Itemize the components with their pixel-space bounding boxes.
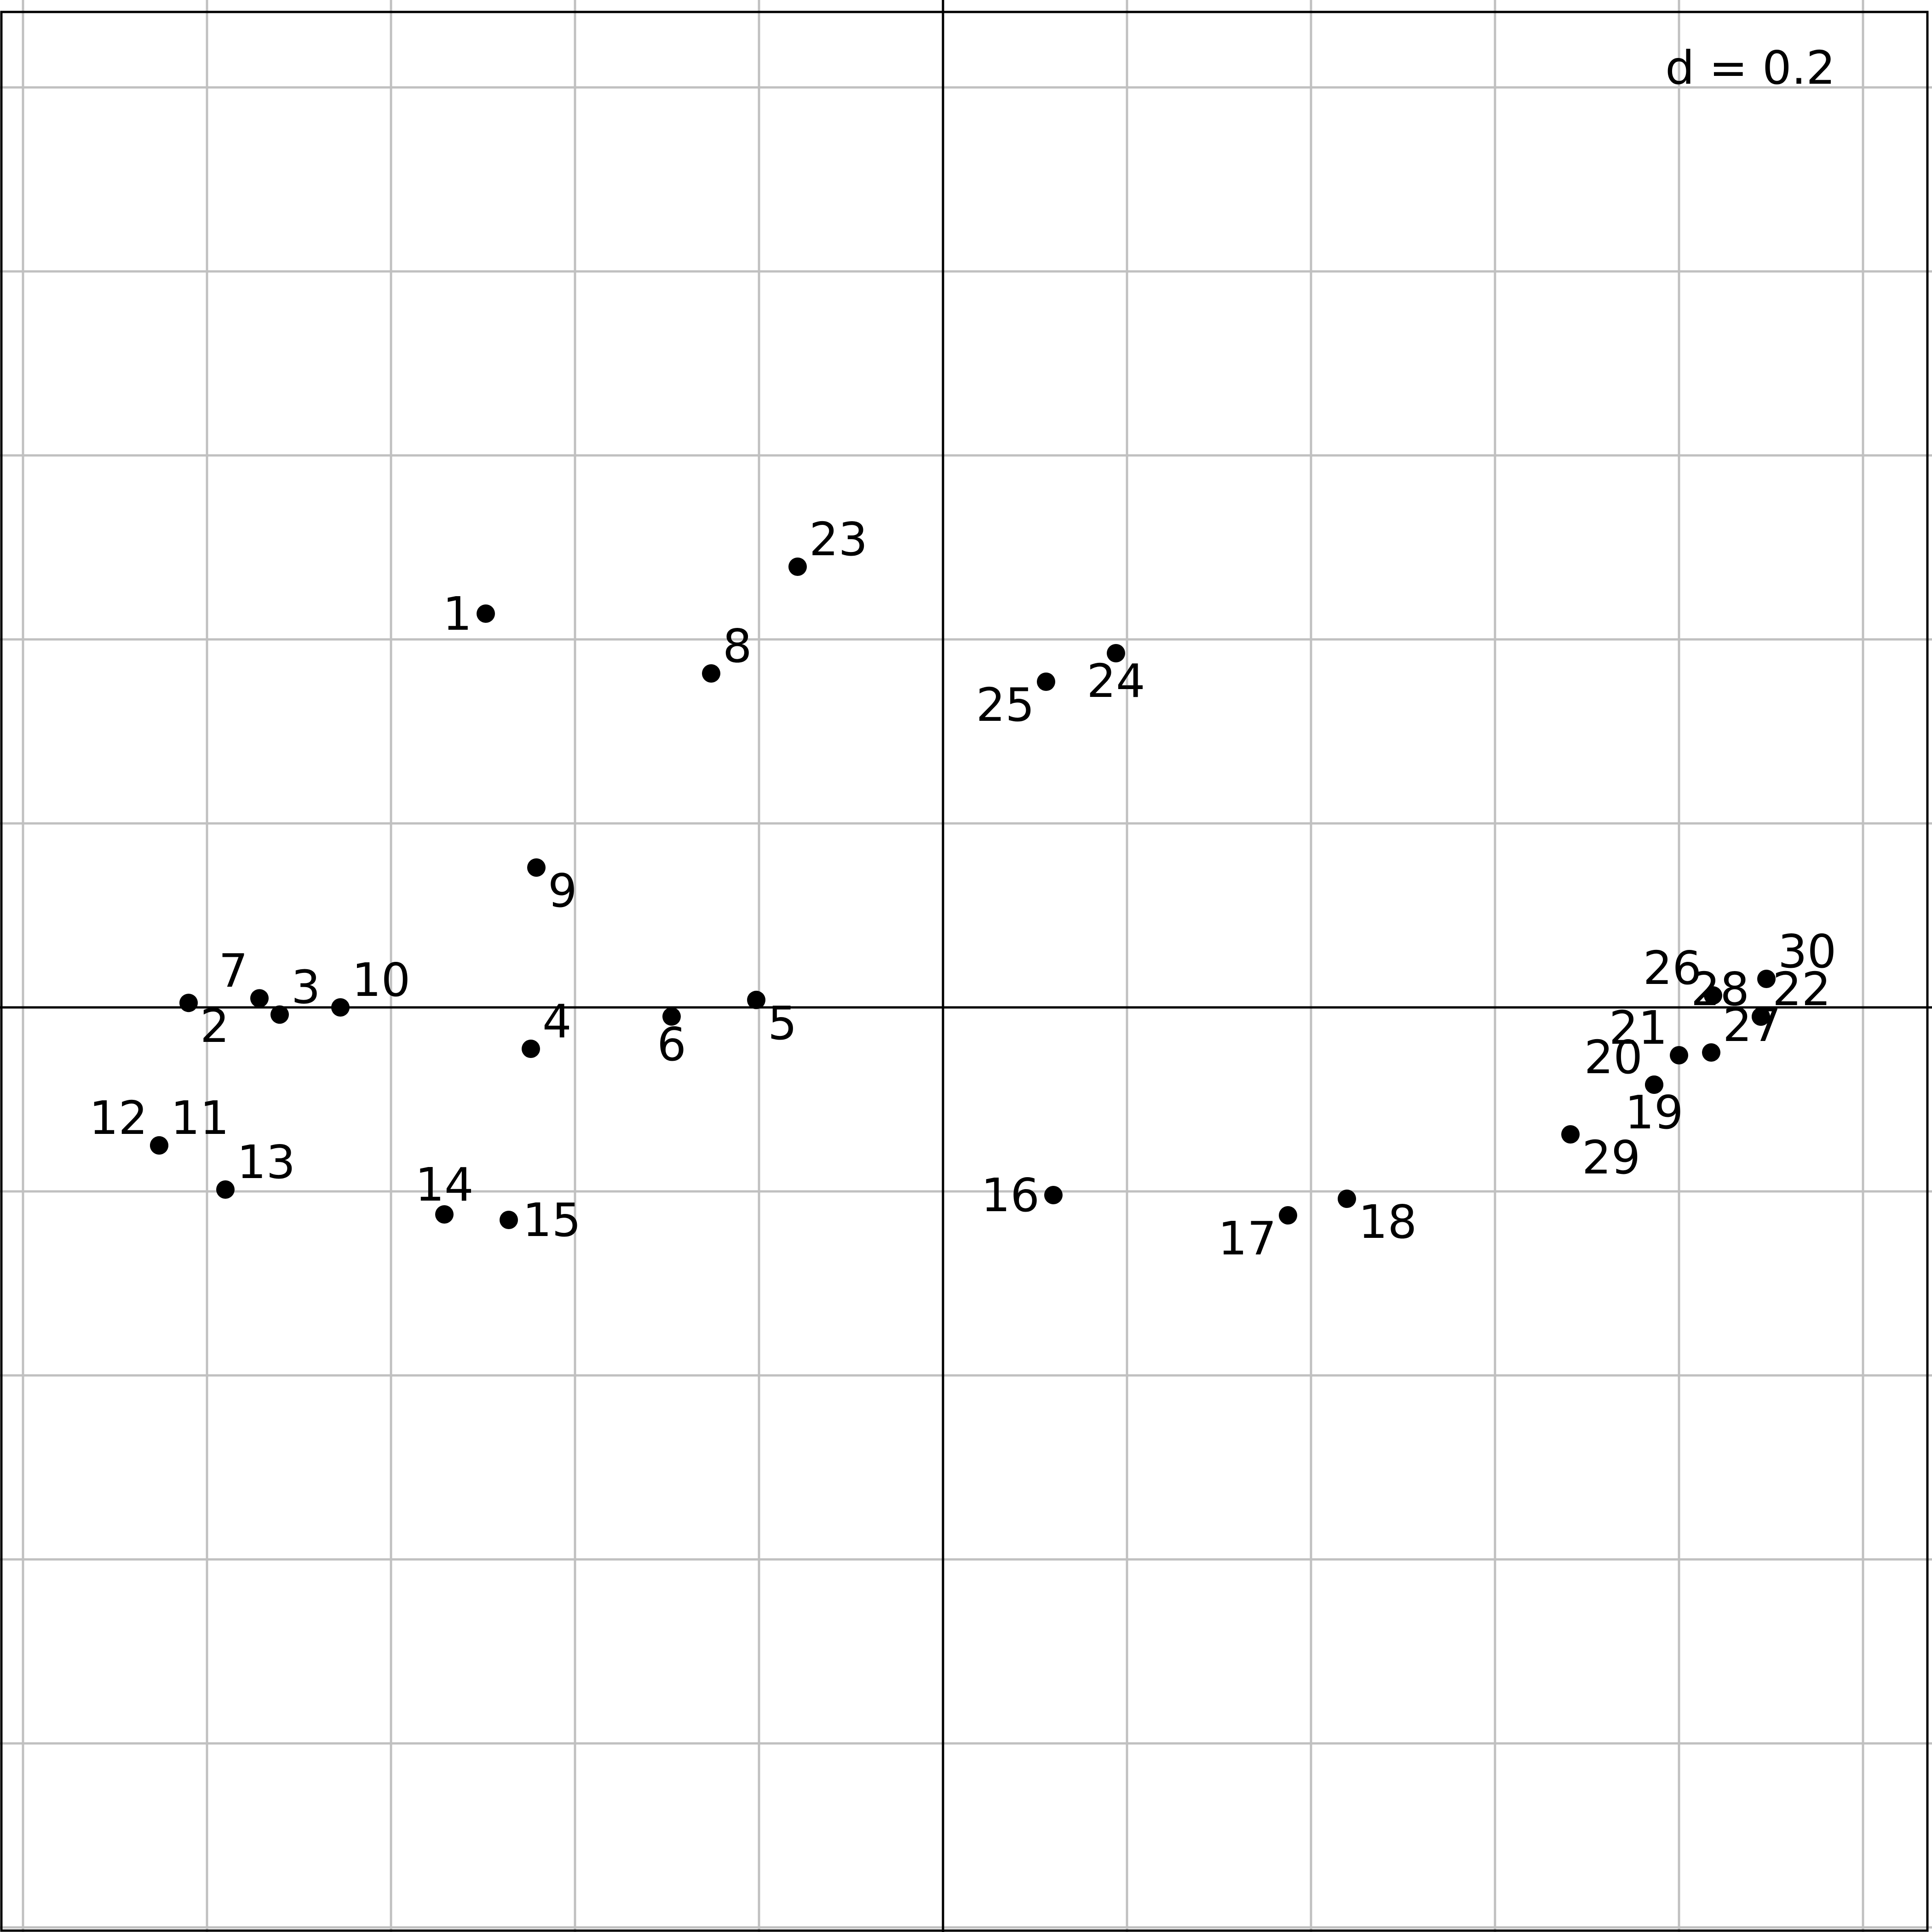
point-label-11: 11 — [171, 1091, 229, 1145]
point-label-25: 25 — [976, 678, 1035, 732]
point-21 — [1670, 1046, 1688, 1064]
point-16 — [1044, 1186, 1063, 1204]
point-29 — [1561, 1125, 1580, 1144]
point-label-23: 23 — [809, 512, 868, 566]
point-23 — [788, 558, 807, 576]
point-label-14: 14 — [415, 1158, 473, 1212]
point-3 — [270, 1005, 289, 1024]
data-points — [150, 558, 1776, 1229]
point-26 — [1704, 986, 1722, 1005]
point-label-7: 7 — [218, 944, 248, 998]
point-28 — [1752, 1007, 1770, 1026]
point-1 — [477, 604, 495, 623]
point-label-30: 30 — [1778, 925, 1836, 978]
point-17 — [1279, 1206, 1297, 1225]
point-27 — [1702, 1043, 1720, 1062]
point-label-13: 13 — [237, 1135, 295, 1189]
scale-label: d = 0.2 — [1665, 41, 1835, 95]
point-label-29: 29 — [1582, 1131, 1640, 1184]
plot-frame — [0, 11, 1929, 1932]
point-label-2: 2 — [200, 999, 230, 1053]
point-label-3: 3 — [291, 960, 321, 1014]
point-30 — [1757, 970, 1776, 988]
point-24 — [1107, 644, 1125, 662]
point-14 — [435, 1205, 454, 1224]
point-18 — [1338, 1190, 1356, 1208]
point-label-22: 22 — [1772, 962, 1831, 1016]
point-label-15: 15 — [523, 1193, 581, 1247]
point-label-12: 12 — [89, 1091, 148, 1145]
point-label-16: 16 — [981, 1168, 1040, 1222]
point-12 — [150, 1136, 168, 1155]
point-label-21: 21 — [1609, 1001, 1668, 1055]
point-label-8: 8 — [723, 619, 752, 673]
point-15 — [500, 1211, 518, 1229]
point-25 — [1037, 673, 1055, 691]
point-label-4: 4 — [542, 995, 572, 1048]
point-label-20: 20 — [1584, 1030, 1643, 1084]
point-label-1: 1 — [443, 587, 472, 641]
point-label-27: 27 — [1723, 998, 1781, 1052]
point-5 — [747, 990, 765, 1009]
point-label-10: 10 — [352, 953, 410, 1007]
point-label-19: 19 — [1625, 1086, 1683, 1139]
point-label-6: 6 — [657, 1018, 686, 1071]
point-label-17: 17 — [1218, 1212, 1276, 1265]
point-20 — [1645, 1075, 1663, 1094]
point-7 — [250, 989, 269, 1008]
point-6 — [662, 1007, 681, 1026]
point-label-28: 28 — [1691, 962, 1749, 1016]
point-2 — [179, 994, 198, 1012]
point-label-9: 9 — [548, 864, 577, 918]
point-10 — [331, 998, 350, 1017]
point-label-5: 5 — [768, 996, 797, 1050]
point-label-24: 24 — [1087, 654, 1145, 708]
point-4 — [522, 1040, 540, 1058]
point-13 — [216, 1180, 235, 1199]
point-9 — [527, 858, 546, 877]
point-8 — [702, 664, 720, 683]
point-label-26: 26 — [1643, 941, 1702, 995]
point-label-18: 18 — [1358, 1195, 1417, 1249]
